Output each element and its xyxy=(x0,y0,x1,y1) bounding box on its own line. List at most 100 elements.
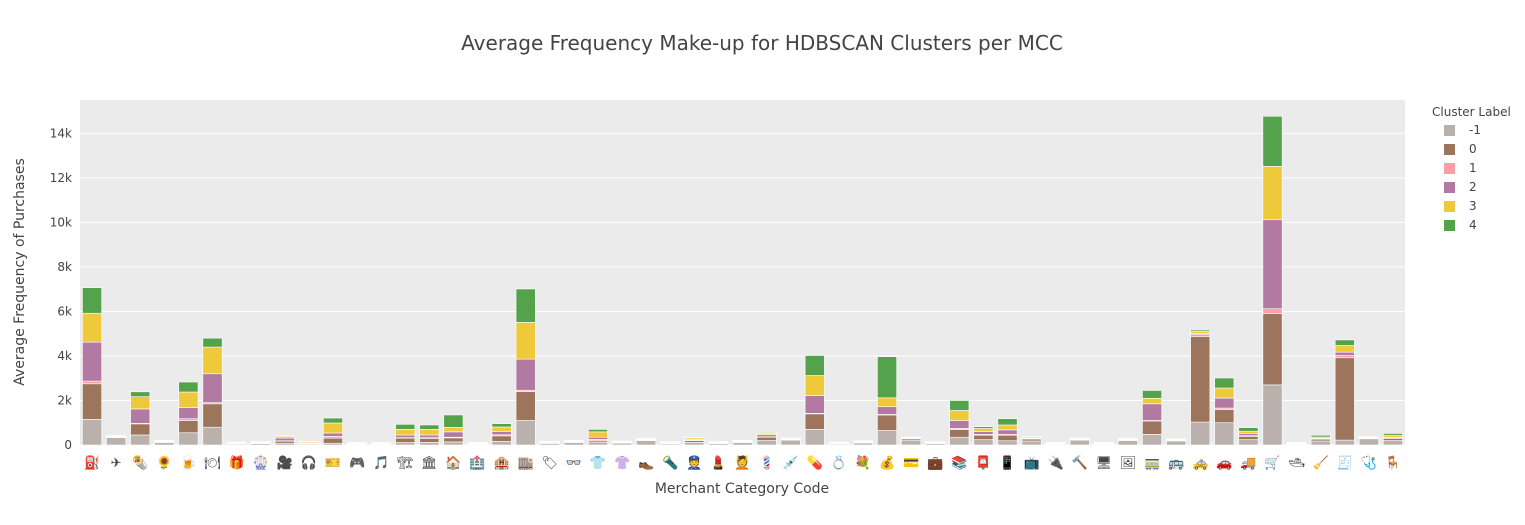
bar-segment xyxy=(1142,403,1162,421)
x-tick-label: 💳 xyxy=(903,456,919,471)
x-tick-label: 🌻 xyxy=(156,455,172,471)
bar-segment xyxy=(1383,433,1403,436)
bar-segment xyxy=(949,436,970,446)
x-tick-label: 💰 xyxy=(879,455,895,471)
bar-segment xyxy=(1238,436,1259,440)
bar-segment xyxy=(202,346,223,375)
bar-segment xyxy=(323,432,343,437)
bar-segment xyxy=(443,431,464,438)
x-tick-label: 🎁 xyxy=(228,455,244,471)
bar-segment xyxy=(1262,115,1283,167)
x-tick-label: 🎡 xyxy=(253,455,269,471)
y-tick-label: 10k xyxy=(50,215,72,229)
bar-segment xyxy=(1190,336,1211,423)
legend-entry: 3 xyxy=(1469,199,1477,213)
bar-segment xyxy=(202,337,223,348)
bar-segment xyxy=(756,436,777,441)
bar-segment xyxy=(1310,434,1331,438)
legend-swatch xyxy=(1444,220,1455,231)
legend: Cluster Label -1 0 1 2 3 4 xyxy=(1432,105,1511,232)
x-tick-label: 📮 xyxy=(975,455,991,471)
bar-segment xyxy=(82,312,102,343)
bar-segment xyxy=(1214,422,1235,446)
legend-swatch xyxy=(1444,201,1455,212)
bar-segment xyxy=(82,341,102,382)
bar-segment xyxy=(949,420,970,429)
y-tick-label: 12k xyxy=(50,171,72,185)
bar-segment xyxy=(515,391,536,421)
bar-segment xyxy=(491,441,512,446)
bar-segment xyxy=(202,403,223,428)
bar-segment xyxy=(1334,339,1355,346)
x-tick-label: 👚 xyxy=(614,455,630,471)
bar-segment xyxy=(130,408,151,424)
bar-segment xyxy=(443,437,464,443)
bar-segment xyxy=(804,413,825,430)
bar-segment xyxy=(395,434,416,438)
bar-segment xyxy=(563,442,584,446)
bar-segment xyxy=(202,373,223,404)
x-tick-label: 💍 xyxy=(831,455,847,471)
x-tick-label: 💼 xyxy=(927,456,943,471)
x-tick-label: 💄 xyxy=(710,454,726,471)
x-tick-label: 🚚 xyxy=(1240,456,1256,471)
bar-segment xyxy=(1334,357,1355,441)
x-tick-label: 🪑 xyxy=(1385,455,1401,471)
x-tick-label: 🎧 xyxy=(301,455,317,471)
legend-entry: 0 xyxy=(1469,142,1477,156)
x-tick-label: 💆 xyxy=(734,454,750,471)
y-tick-label: 14k xyxy=(50,126,72,140)
x-tick-label: 💐 xyxy=(855,454,871,471)
bar-segment xyxy=(588,441,608,446)
bar-segment xyxy=(491,435,512,442)
bar-segment xyxy=(636,440,657,446)
x-tick-label: 📺 xyxy=(1023,456,1039,471)
bar-segment xyxy=(419,424,440,430)
bar-segment xyxy=(323,422,343,434)
bar-segment xyxy=(877,397,897,408)
bar-segment xyxy=(491,431,512,436)
bar-segment xyxy=(419,438,440,443)
bar-segment xyxy=(178,391,199,408)
x-tick-label: 🎮 xyxy=(349,456,365,471)
x-tick-label: 🔦 xyxy=(662,455,678,471)
x-tick-label: 🔌 xyxy=(1048,455,1064,471)
bar-segment xyxy=(588,431,608,438)
x-tick-label: ✈ xyxy=(111,456,122,471)
x-tick-label: 👞 xyxy=(638,456,654,471)
bar-segment xyxy=(1190,329,1211,332)
x-tick-label: 🧹 xyxy=(1313,455,1329,471)
bar-segment xyxy=(1262,313,1283,386)
x-tick-label: 🛥 xyxy=(1288,456,1305,471)
x-tick-label: 👓 xyxy=(566,456,582,471)
bar-segment xyxy=(780,439,801,446)
bar-segment xyxy=(82,419,102,446)
legend-entry: -1 xyxy=(1469,123,1481,137)
bar-segment xyxy=(1166,440,1187,446)
bar-segment xyxy=(1383,438,1403,441)
bar-segment xyxy=(82,287,102,314)
x-tick-label: 📱 xyxy=(999,455,1015,471)
bar-segment xyxy=(1238,430,1259,434)
bar-segment xyxy=(804,395,825,414)
x-tick-label: 🎥 xyxy=(277,455,293,471)
x-tick-label: 👮 xyxy=(686,454,702,471)
x-tick-label: 🏠 xyxy=(445,455,461,471)
bar-segment xyxy=(1238,439,1259,446)
x-tick-label: 🍽 xyxy=(204,455,221,471)
bar-segment xyxy=(973,439,994,446)
bar-segment xyxy=(395,429,416,436)
legend-entry: 4 xyxy=(1469,218,1477,232)
bar-segment xyxy=(1262,308,1283,314)
bar-segment xyxy=(395,437,416,443)
bar-segment xyxy=(491,426,512,432)
y-tick-label: 0 xyxy=(64,438,72,452)
bar-segment xyxy=(804,355,825,376)
bar-segment xyxy=(1262,219,1283,310)
bar-segment xyxy=(1190,421,1211,446)
bar-segment xyxy=(154,442,175,446)
bar-segment xyxy=(756,432,777,434)
x-tick-label: 📚 xyxy=(951,455,967,471)
legend-title: Cluster Label xyxy=(1432,105,1511,119)
bar-segment xyxy=(1238,427,1259,432)
